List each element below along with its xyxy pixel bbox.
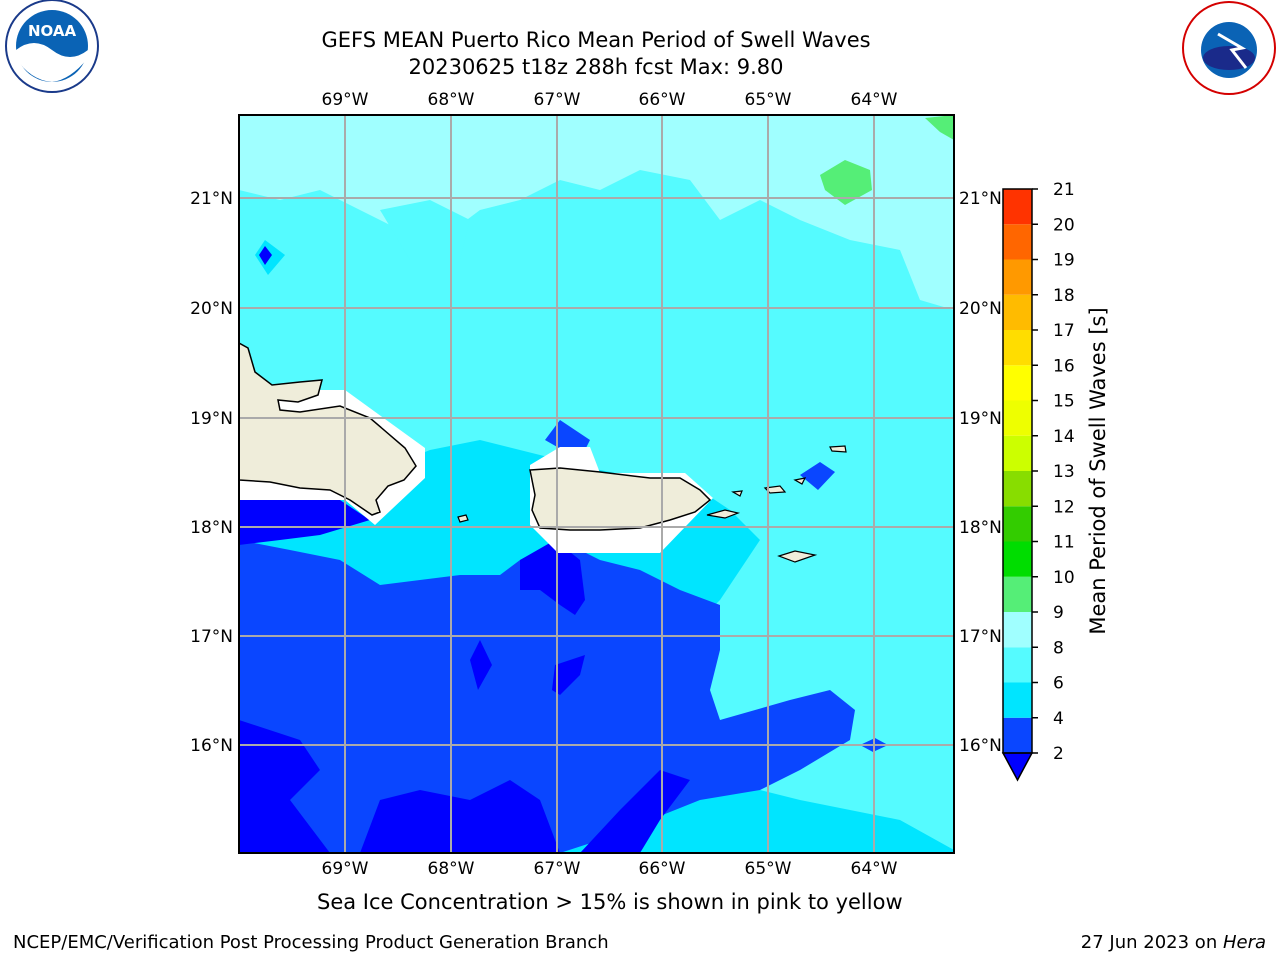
colorbar-segment	[1003, 224, 1032, 260]
lon-tick-label: 67°W	[534, 859, 581, 879]
lat-tick-label: 19°N	[959, 409, 1002, 429]
lon-tick-label: 64°W	[851, 859, 898, 879]
map-figure: NOAA	[5, 0, 1276, 879]
lon-tick-label: 65°W	[745, 90, 792, 110]
colorbar-segment	[1003, 259, 1032, 295]
colorbar-tick-label: 8	[1053, 638, 1064, 658]
footer-date: 27 Jun 2023 on Hera	[1081, 932, 1266, 953]
chart-title: GEFS MEAN Puerto Rico Mean Period of Swe…	[321, 28, 871, 52]
colorbar-tick-label: 14	[1053, 427, 1075, 447]
lat-tick-label: 20°N	[959, 299, 1002, 319]
lon-ticks-top: 69°W 68°W 67°W 66°W 65°W 64°W	[322, 90, 898, 110]
colorbar-segment	[1003, 365, 1032, 401]
footer-branch: NCEP/EMC/Verification Post Processing Pr…	[13, 932, 609, 953]
lon-tick-label: 68°W	[428, 90, 475, 110]
colorbar-tick-label: 16	[1053, 356, 1075, 376]
lat-tick-label: 16°N	[959, 736, 1002, 756]
colorbar-segment	[1003, 682, 1032, 718]
colorbar-segment	[1003, 330, 1032, 366]
colorbar-tick-label: 19	[1053, 251, 1075, 271]
colorbar-tick-label: 18	[1053, 286, 1075, 306]
lon-tick-label: 68°W	[428, 859, 475, 879]
colorbar-title: Mean Period of Swell Waves [s]	[1086, 307, 1110, 634]
colorbar-tick-label: 4	[1053, 709, 1064, 729]
colorbar-segment	[1003, 294, 1032, 330]
colorbar-segment	[1003, 576, 1032, 612]
sea-ice-note: Sea Ice Concentration > 15% is shown in …	[317, 890, 903, 914]
lat-tick-label: 20°N	[190, 299, 233, 319]
lon-ticks-bottom: 69°W 68°W 67°W 66°W 65°W 64°W	[322, 859, 898, 879]
colorbar-segment	[1003, 647, 1032, 683]
colorbar-segments	[1003, 189, 1032, 753]
lat-tick-label: 17°N	[190, 627, 233, 647]
colorbar-segment	[1003, 435, 1032, 471]
colorbar-segment	[1003, 541, 1032, 577]
lat-tick-label: 19°N	[190, 409, 233, 429]
colorbar-tick-label: 12	[1053, 497, 1075, 517]
colorbar-segment	[1003, 400, 1032, 436]
lat-tick-label: 18°N	[959, 518, 1002, 538]
lon-tick-label: 66°W	[639, 859, 686, 879]
swell-period-field	[239, 115, 954, 853]
map-frame	[238, 114, 955, 854]
colorbar-segment	[1003, 189, 1032, 225]
chart-subtitle: 20230625 t18z 288h fcst Max: 9.80	[408, 55, 784, 79]
lon-tick-label: 69°W	[322, 859, 369, 879]
colorbar-tick-label: 13	[1053, 462, 1075, 482]
colorbar-segment	[1003, 471, 1032, 507]
colorbar-tick-label: 6	[1053, 674, 1064, 694]
colorbar-tick-label: 10	[1053, 568, 1075, 588]
colorbar-ticks: 2 4 6 8 9 10 11 12 13 14 15 16 17 18 19 20 21	[1032, 180, 1075, 764]
colorbar: 2 4 6 8 9 10 11 12 13 14 15 16 17 18 19 20 21 Mean Perio…	[1001, 180, 1110, 782]
colorbar-segment	[1003, 612, 1032, 648]
lat-tick-label: 21°N	[959, 189, 1002, 209]
colorbar-segment	[1003, 717, 1032, 753]
noa-logo-text: NOAA	[28, 22, 77, 40]
colorbar-tick-label: 9	[1053, 603, 1064, 623]
colorbar-tick-label: 2	[1053, 744, 1064, 764]
lat-ticks-right: 21°N 20°N 19°N 18°N 17°N 16°N	[959, 189, 1002, 756]
footer-host: Hera	[1222, 932, 1266, 953]
colorbar-tick-label: 20	[1053, 215, 1075, 235]
lon-tick-label: 67°W	[534, 90, 581, 110]
nws-logo	[1182, 1, 1276, 95]
graticule	[239, 115, 954, 853]
lon-tick-label: 65°W	[745, 859, 792, 879]
lat-tick-label: 21°N	[190, 189, 233, 209]
colorbar-tick-label: 15	[1053, 392, 1075, 412]
colorbar-tick-label: 11	[1053, 533, 1075, 553]
noa-logo: NOAA	[5, 0, 99, 93]
lat-ticks-left: 21°N 20°N 19°N 18°N 17°N 16°N	[190, 189, 233, 756]
colorbar-extend-triangle	[1001, 752, 1034, 782]
colorbar-tick-label: 21	[1053, 180, 1075, 200]
lon-tick-label: 64°W	[851, 90, 898, 110]
footer-date-text: 27 Jun 2023 on	[1080, 932, 1223, 953]
colorbar-segment	[1003, 506, 1032, 542]
lat-tick-label: 18°N	[190, 518, 233, 538]
lon-tick-label: 69°W	[322, 90, 369, 110]
lat-tick-label: 16°N	[190, 736, 233, 756]
colorbar-tick-label: 17	[1053, 321, 1075, 341]
lat-tick-label: 17°N	[959, 627, 1002, 647]
lon-tick-label: 66°W	[639, 90, 686, 110]
